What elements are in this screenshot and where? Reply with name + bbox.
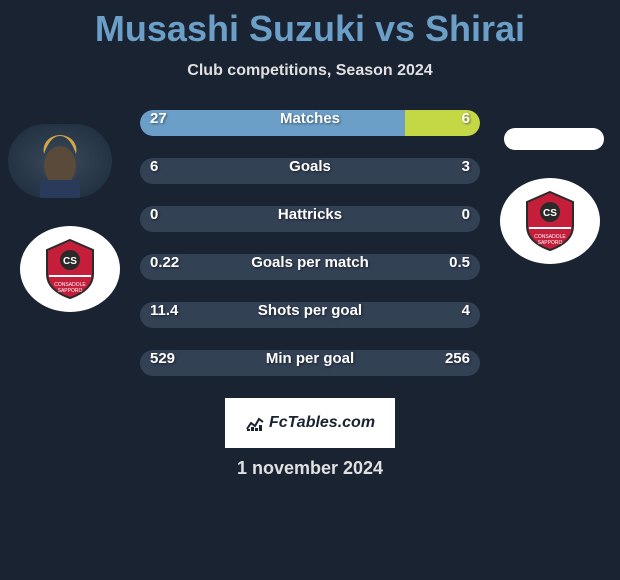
stat-value-right: 256 xyxy=(445,350,470,367)
stat-row: 27 Matches 6 xyxy=(140,110,480,136)
stat-value-left: 0 xyxy=(150,206,158,223)
stat-label: Goals per match xyxy=(251,254,369,271)
stat-value-right: 3 xyxy=(462,158,470,175)
stat-label: Matches xyxy=(280,110,340,127)
stat-value-right: 0 xyxy=(462,206,470,223)
stat-value-left: 11.4 xyxy=(150,302,178,319)
svg-text:CS: CS xyxy=(543,208,557,219)
chart-icon xyxy=(245,413,265,433)
stats-table: 27 Matches 6 6 Goals 3 0 Hattricks 0 xyxy=(140,110,480,376)
date-label: 1 november 2024 xyxy=(0,458,620,479)
stat-row: 11.4 Shots per goal 4 xyxy=(140,302,480,328)
stat-row: 0 Hattricks 0 xyxy=(140,206,480,232)
brand-logo-text: FcTables.com xyxy=(245,413,375,433)
page-title: Musashi Suzuki vs Shirai xyxy=(0,8,620,50)
stat-value-left: 6 xyxy=(150,158,158,175)
stat-label: Hattricks xyxy=(278,206,342,223)
bar-left xyxy=(140,110,405,136)
team-crest-left: CS CONSADOLE SAPPORO xyxy=(20,226,120,312)
svg-text:CS: CS xyxy=(63,256,77,267)
stat-label: Shots per goal xyxy=(258,302,362,319)
stat-value-right: 4 xyxy=(462,302,470,319)
player-avatar-left xyxy=(8,124,112,198)
stat-row: 529 Min per goal 256 xyxy=(140,350,480,376)
stat-value-right: 0.5 xyxy=(449,254,470,271)
svg-text:SAPPORO: SAPPORO xyxy=(58,288,83,294)
stat-value-left: 529 xyxy=(150,350,175,367)
stat-label: Min per goal xyxy=(266,350,354,367)
stat-value-left: 0.22 xyxy=(150,254,179,271)
infographic-container: Musashi Suzuki vs Shirai Club competitio… xyxy=(0,0,620,487)
brand-logo: FcTables.com xyxy=(225,398,395,448)
subtitle: Club competitions, Season 2024 xyxy=(0,62,620,80)
stat-label: Goals xyxy=(289,158,331,175)
player-avatar-right xyxy=(504,128,604,150)
team-crest-right: CS CONSADOLE SAPPORO xyxy=(500,178,600,264)
stat-value-right: 6 xyxy=(462,110,470,127)
svg-text:SAPPORO: SAPPORO xyxy=(538,240,563,246)
stat-row: 6 Goals 3 xyxy=(140,158,480,184)
stat-value-left: 27 xyxy=(150,110,167,127)
stat-row: 0.22 Goals per match 0.5 xyxy=(140,254,480,280)
